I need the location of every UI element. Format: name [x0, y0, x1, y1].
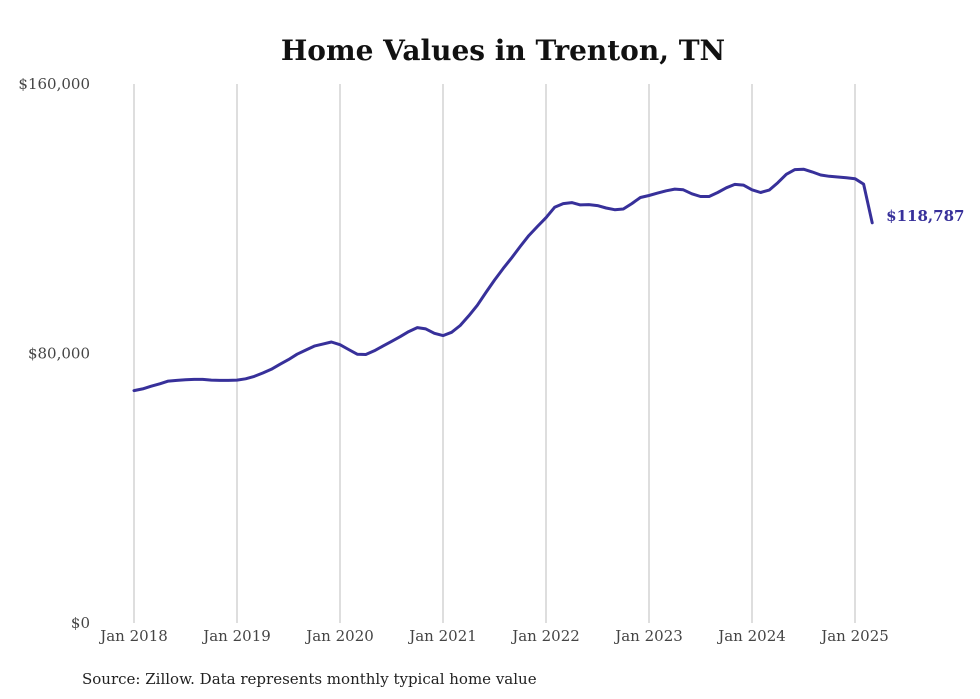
y-axis-ticks: $0 $80,000 $160,000 [18, 75, 90, 632]
x-tick-label: Jan 2018 [98, 627, 168, 645]
y-tick-label: $0 [71, 614, 90, 632]
x-tick-label: Jan 2020 [304, 627, 374, 645]
x-tick-label: Jan 2021 [407, 627, 477, 645]
x-tick-label: Jan 2022 [510, 627, 580, 645]
x-tick-label: Jan 2024 [716, 627, 786, 645]
x-tick-label: Jan 2025 [819, 627, 889, 645]
y-tick-label: $80,000 [28, 345, 90, 363]
gridlines [133, 84, 856, 623]
source-note: Source: Zillow. Data represents monthly … [82, 670, 537, 688]
series-line [132, 167, 874, 393]
series-layer: $118,787 [132, 167, 964, 393]
x-tick-label: Jan 2023 [613, 627, 683, 645]
series-end-label: $118,787 [886, 207, 964, 225]
chart-title: Home Values in Trenton, TN [281, 34, 725, 67]
x-tick-label: Jan 2019 [201, 627, 271, 645]
y-tick-label: $160,000 [18, 75, 90, 93]
x-axis-ticks: Jan 2018 Jan 2019 Jan 2020 Jan 2021 Jan 2022… [98, 627, 889, 645]
